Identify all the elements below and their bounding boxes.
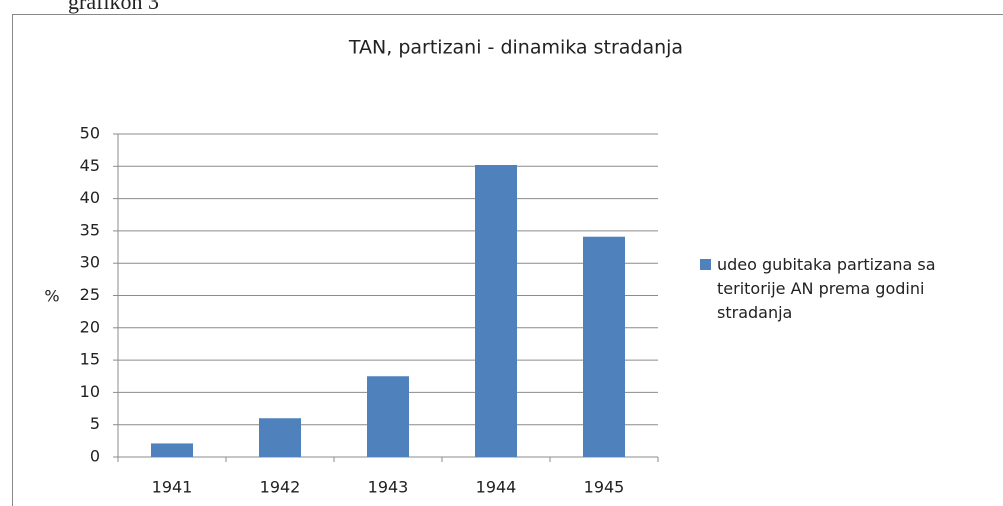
bar bbox=[583, 236, 625, 457]
y-tick-label: 25 bbox=[80, 285, 100, 304]
x-tick-label: 1942 bbox=[260, 478, 301, 497]
y-tick-label: 50 bbox=[80, 124, 100, 143]
x-tick-label: 1944 bbox=[476, 478, 517, 497]
y-axis-label: % bbox=[44, 287, 59, 306]
x-tick-label: 1941 bbox=[152, 478, 193, 497]
x-tick-label: 1945 bbox=[584, 478, 625, 497]
caption: grafikon 3 bbox=[68, 0, 159, 14]
y-tick-label: 0 bbox=[90, 447, 100, 466]
y-tick-label: 15 bbox=[80, 350, 100, 369]
legend-label: udeo gubitaka partizana sa teritorije AN… bbox=[717, 255, 936, 322]
y-tick-label: 5 bbox=[90, 414, 100, 433]
y-tick-label: 40 bbox=[80, 188, 100, 207]
bar bbox=[475, 165, 517, 457]
bar bbox=[367, 376, 409, 457]
y-tick-label: 10 bbox=[80, 382, 100, 401]
x-tick-label: 1943 bbox=[368, 478, 409, 497]
y-tick-label: 35 bbox=[80, 220, 100, 239]
y-tick-label: 45 bbox=[80, 156, 100, 175]
bar bbox=[259, 418, 301, 457]
y-tick-label: 20 bbox=[80, 317, 100, 336]
y-tick-label: 30 bbox=[80, 253, 100, 272]
legend-swatch bbox=[700, 259, 711, 270]
bar bbox=[151, 443, 193, 457]
chart-border bbox=[12, 14, 1003, 506]
chart-title: TAN, partizani - dinamika stradanja bbox=[348, 37, 683, 59]
